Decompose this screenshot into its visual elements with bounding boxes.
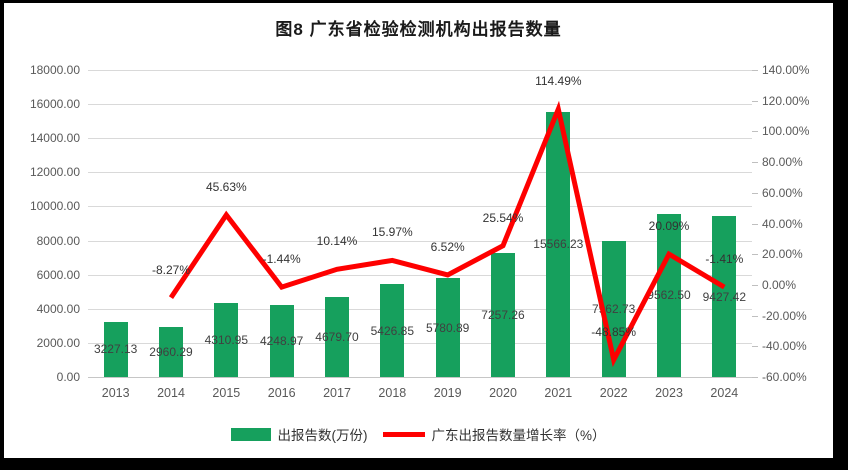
bar-value-label: 3227.13 bbox=[93, 342, 138, 357]
y-axis-label-left: 14000.00 bbox=[29, 131, 80, 146]
x-axis-label: 2022 bbox=[599, 386, 628, 400]
y-axis-tick-right bbox=[752, 284, 758, 286]
legend-line-swatch-icon bbox=[383, 431, 426, 437]
y-axis-label-left: 10000.00 bbox=[29, 199, 80, 214]
line-value-label: -1.41% bbox=[705, 252, 744, 267]
line-value-label: 20.09% bbox=[648, 219, 690, 234]
y-axis-label-left: 18000.00 bbox=[29, 63, 80, 77]
y-axis-label-left: 12000.00 bbox=[29, 165, 80, 180]
y-axis-tick-right bbox=[752, 70, 758, 71]
bar-2020 bbox=[491, 253, 515, 377]
y-axis-label-right: 0.00% bbox=[762, 277, 797, 292]
x-axis-label: 2019 bbox=[433, 386, 462, 400]
bar-value-label: 9427.42 bbox=[702, 289, 747, 304]
x-axis-label: 2015 bbox=[212, 386, 241, 400]
y-axis-label-right: 60.00% bbox=[762, 185, 803, 200]
y-axis-label-left: 2000.00 bbox=[36, 335, 80, 350]
gridline bbox=[88, 274, 752, 276]
y-axis-label-left: 6000.00 bbox=[36, 267, 80, 282]
bar-value-label: 5426.85 bbox=[370, 323, 415, 338]
legend-bar-swatch-icon bbox=[231, 427, 272, 441]
line-value-label: -48.85% bbox=[591, 324, 636, 339]
legend-bar-label: 出报告数(万份) bbox=[277, 428, 368, 443]
y-axis-label-left: 4000.00 bbox=[36, 301, 80, 316]
y-axis-label-right: 20.00% bbox=[762, 247, 803, 262]
bar-2013 bbox=[103, 321, 128, 377]
bar-value-label: 7257.26 bbox=[481, 308, 525, 323]
line-value-label: -8.27% bbox=[151, 262, 191, 277]
line-value-label: 15.97% bbox=[371, 225, 413, 240]
chart-panel bbox=[4, 3, 833, 458]
gridline bbox=[88, 70, 752, 71]
x-axis-label: 2024 bbox=[710, 386, 739, 400]
bar-value-label: 2960.29 bbox=[149, 344, 193, 359]
bar-2016 bbox=[269, 304, 294, 377]
y-axis-tick-right bbox=[752, 100, 758, 102]
x-axis-label: 2017 bbox=[323, 386, 351, 400]
y-axis-label-left: 8000.00 bbox=[36, 233, 80, 248]
line-value-label: 114.49% bbox=[535, 74, 582, 89]
y-axis-label-right: -40.00% bbox=[762, 339, 807, 354]
y-axis-tick-right bbox=[752, 254, 758, 256]
y-axis-tick-right bbox=[752, 315, 758, 317]
y-axis-label-left: 16000.00 bbox=[29, 97, 80, 112]
gridline bbox=[88, 172, 752, 174]
line-value-label: 10.14% bbox=[316, 234, 358, 249]
bar-value-label: 4679.70 bbox=[315, 330, 359, 345]
line-value-label: 25.54% bbox=[482, 210, 524, 225]
bar-value-label: 4248.97 bbox=[259, 333, 304, 348]
x-axis-label: 2013 bbox=[101, 386, 130, 400]
y-axis-tick-right bbox=[752, 192, 758, 194]
gridline bbox=[88, 206, 752, 208]
y-axis-tick-right bbox=[752, 162, 758, 164]
line-value-label: 45.63% bbox=[205, 179, 247, 194]
y-axis-label-right: -60.00% bbox=[762, 370, 807, 384]
x-axis-label: 2023 bbox=[655, 386, 683, 400]
x-axis-label: 2018 bbox=[378, 386, 407, 400]
bar-value-label: 15566.23 bbox=[533, 237, 584, 252]
chart-title: 图8 广东省检验检测机构出报告数量 bbox=[275, 20, 562, 39]
gridline bbox=[88, 308, 752, 310]
bar-2018 bbox=[380, 284, 405, 377]
line-value-label: 6.52% bbox=[430, 239, 465, 254]
gridline bbox=[88, 104, 752, 106]
y-axis-label-right: -20.00% bbox=[762, 308, 807, 323]
x-axis-label: 2014 bbox=[157, 386, 185, 400]
y-axis-tick-right bbox=[752, 223, 758, 225]
bar-2015 bbox=[214, 303, 239, 377]
gridline bbox=[88, 342, 752, 344]
line-value-label: -1.44% bbox=[262, 252, 301, 267]
y-axis-label-right: 120.00% bbox=[762, 93, 810, 108]
x-axis-label: 2021 bbox=[544, 386, 573, 400]
gridline bbox=[88, 240, 752, 242]
bar-value-label: 5780.89 bbox=[425, 320, 470, 335]
x-axis-label: 2020 bbox=[489, 386, 517, 400]
legend-line-label: 广东出报告数量增长率（%） bbox=[431, 428, 606, 443]
y-axis-tick-right bbox=[752, 131, 758, 133]
gridline bbox=[88, 138, 752, 140]
bar-2017 bbox=[325, 297, 349, 377]
y-axis-label-right: 40.00% bbox=[762, 216, 803, 231]
y-axis-label-left: 0.00 bbox=[56, 370, 80, 384]
bar-value-label: 9562.50 bbox=[647, 288, 691, 303]
y-axis-tick-right bbox=[752, 377, 758, 378]
y-axis-label-right: 80.00% bbox=[762, 155, 803, 170]
y-axis-tick-right bbox=[752, 346, 758, 348]
x-axis-label: 2016 bbox=[267, 386, 296, 400]
x-axis-line bbox=[88, 377, 752, 378]
y-axis-label-right: 140.00% bbox=[762, 63, 810, 77]
y-axis-label-right: 100.00% bbox=[762, 124, 810, 139]
legend: 出报告数(万份) 广东出报告数量增长率（%） bbox=[4, 424, 833, 444]
bar-2024 bbox=[712, 216, 737, 377]
bar-2014 bbox=[159, 326, 183, 377]
bar-2019 bbox=[435, 278, 460, 377]
bar-value-label: 4310.95 bbox=[204, 333, 249, 348]
bar-2023 bbox=[657, 213, 681, 377]
